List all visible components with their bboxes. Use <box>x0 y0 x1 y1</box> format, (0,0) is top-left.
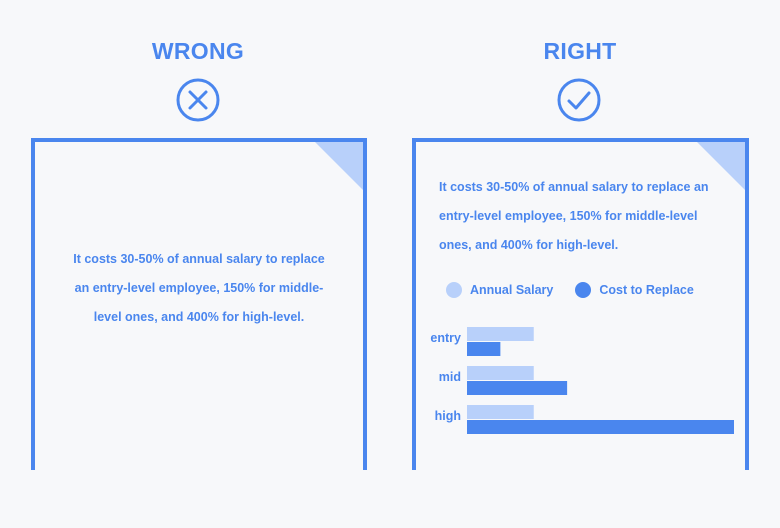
wrong-heading: WRONG <box>151 38 245 64</box>
right-statement: It costs 30-50% of annual salary to repl… <box>439 180 709 252</box>
chart-legend: Annual Salary Cost to Replace <box>446 279 716 301</box>
right-heading: RIGHT <box>543 38 617 64</box>
legend-swatch-annual-salary <box>446 282 462 298</box>
legend-label-annual-salary: Annual Salary <box>470 283 554 297</box>
folded-corner <box>697 142 745 190</box>
check-circle-icon <box>557 78 601 122</box>
legend-item-cost-to-replace: Cost to Replace <box>575 282 694 298</box>
folded-corner <box>315 142 363 190</box>
bar-high-annual-salary <box>467 405 534 419</box>
x-circle-icon <box>176 78 220 122</box>
wrong-statement: It costs 30-50% of annual salary to repl… <box>73 252 325 324</box>
category-label-entry: entry <box>430 331 461 345</box>
legend-swatch-cost-to-replace <box>575 282 592 298</box>
bar-mid-annual-salary <box>467 366 534 380</box>
bar-chart: entry mid high <box>430 327 734 434</box>
bar-entry-cost-to-replace <box>467 342 501 356</box>
category-label-mid: mid <box>439 370 461 384</box>
bar-mid-cost-to-replace <box>467 381 568 395</box>
legend-label-cost-to-replace: Cost to Replace <box>599 283 694 297</box>
legend-item-annual-salary: Annual Salary <box>446 282 553 298</box>
right-card: It costs 30-50% of annual salary to repl… <box>412 138 749 470</box>
bar-entry-annual-salary <box>467 327 534 341</box>
category-label-high: high <box>435 409 461 423</box>
wrong-card: It costs 30-50% of annual salary to repl… <box>31 138 367 470</box>
bar-high-cost-to-replace <box>467 420 734 434</box>
